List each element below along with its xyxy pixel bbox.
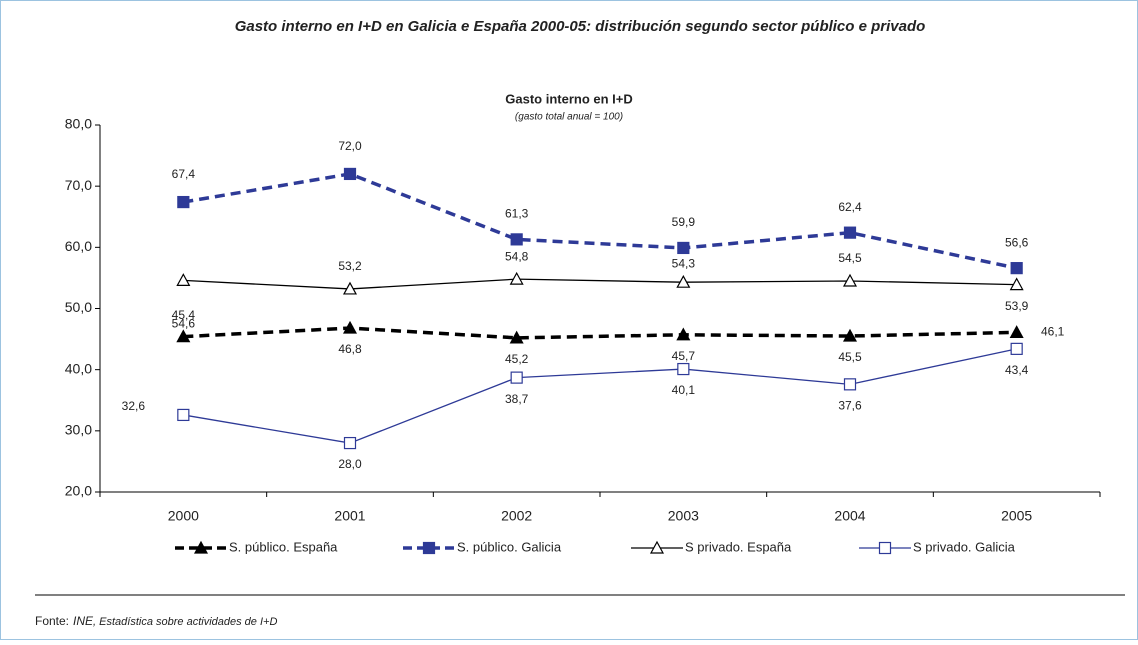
series-line (183, 278, 1017, 290)
data-label: 32,6 (122, 399, 146, 413)
data-point (509, 330, 524, 344)
x-tick-label: 2004 (834, 508, 865, 524)
data-label: 56,6 (1005, 235, 1029, 249)
data-label: 54,3 (672, 256, 696, 270)
data-point (343, 167, 357, 181)
data-label: 67,4 (172, 167, 196, 181)
legend-label: S. público. España (229, 539, 338, 554)
data-point (676, 327, 691, 341)
data-point (1009, 325, 1024, 338)
data-label: 72,0 (338, 139, 362, 153)
legend-label: S privado. Galicia (913, 539, 1016, 554)
data-point (676, 274, 691, 288)
data-label: 59,9 (672, 215, 696, 229)
data-point (842, 328, 858, 342)
data-label: 46,8 (338, 342, 362, 356)
data-point (342, 281, 358, 295)
data-label: 45,7 (672, 349, 696, 363)
x-tick-label: 2005 (1001, 508, 1032, 524)
y-tick-label: 60,0 (65, 238, 92, 254)
x-tick-label: 2003 (668, 508, 699, 524)
legend-marker (649, 540, 665, 554)
y-tick-label: 80,0 (65, 116, 92, 132)
data-label: 54,8 (505, 249, 529, 263)
x-tick-label: 2002 (501, 508, 532, 524)
data-point (177, 408, 190, 422)
legend-marker (878, 541, 892, 555)
x-tick-label: 2001 (334, 508, 365, 524)
legend-marker (422, 541, 436, 555)
y-tick-label: 50,0 (65, 299, 92, 315)
chart-subtitle: (gasto total anual = 100) (515, 112, 623, 123)
data-label: 54,5 (838, 251, 862, 265)
legend-label: S privado. España (685, 539, 792, 554)
legend-marker (193, 540, 209, 554)
data-point (510, 233, 523, 246)
series-line (183, 172, 1018, 270)
data-label: 46,1 (1041, 325, 1065, 339)
data-point (343, 436, 357, 450)
x-tick-label: 2000 (168, 508, 199, 524)
y-tick-label: 40,0 (65, 360, 92, 376)
data-label: 45,4 (172, 308, 196, 322)
y-tick-label: 70,0 (65, 177, 92, 193)
data-label: 43,4 (1005, 363, 1029, 377)
source-label: Fonte: (35, 614, 69, 628)
data-point (1010, 262, 1023, 275)
series-line (183, 348, 1017, 444)
data-point (1010, 342, 1023, 355)
data-label: 45,5 (838, 350, 862, 364)
page-title: Gasto interno en I+D en Galicia e España… (235, 18, 926, 35)
source-title: , Estadística sobre actividades de I+D (93, 616, 277, 628)
data-label: 38,7 (505, 392, 529, 406)
y-tick-label: 30,0 (65, 422, 92, 438)
data-point (510, 371, 523, 384)
data-label: 53,2 (338, 259, 362, 273)
data-point (677, 362, 690, 376)
data-point (1009, 277, 1024, 291)
chart-title: Gasto interno en I+D (505, 91, 633, 106)
data-label: 54,6 (172, 317, 196, 331)
data-label: 28,0 (338, 457, 362, 471)
data-point (842, 273, 858, 287)
data-label: 53,9 (1005, 299, 1029, 313)
source: Fonte: INE, Estadística sobre actividades… (35, 614, 277, 628)
data-point (176, 329, 191, 343)
series-line (183, 326, 1017, 340)
data-point (677, 241, 690, 255)
data-point (843, 378, 857, 391)
data-point (509, 271, 524, 285)
data-point (843, 226, 857, 239)
data-label: 37,6 (838, 399, 862, 413)
source-org: INE (73, 614, 94, 628)
data-point (177, 195, 190, 209)
data-label: 61,3 (505, 207, 529, 221)
data-label: 62,4 (838, 200, 862, 214)
data-label: 40,1 (672, 383, 696, 397)
data-point (176, 273, 191, 286)
y-tick-label: 20,0 (65, 483, 92, 499)
data-label: 45,2 (505, 352, 529, 366)
legend-label: S. público. Galicia (457, 539, 562, 554)
data-point (342, 320, 358, 334)
